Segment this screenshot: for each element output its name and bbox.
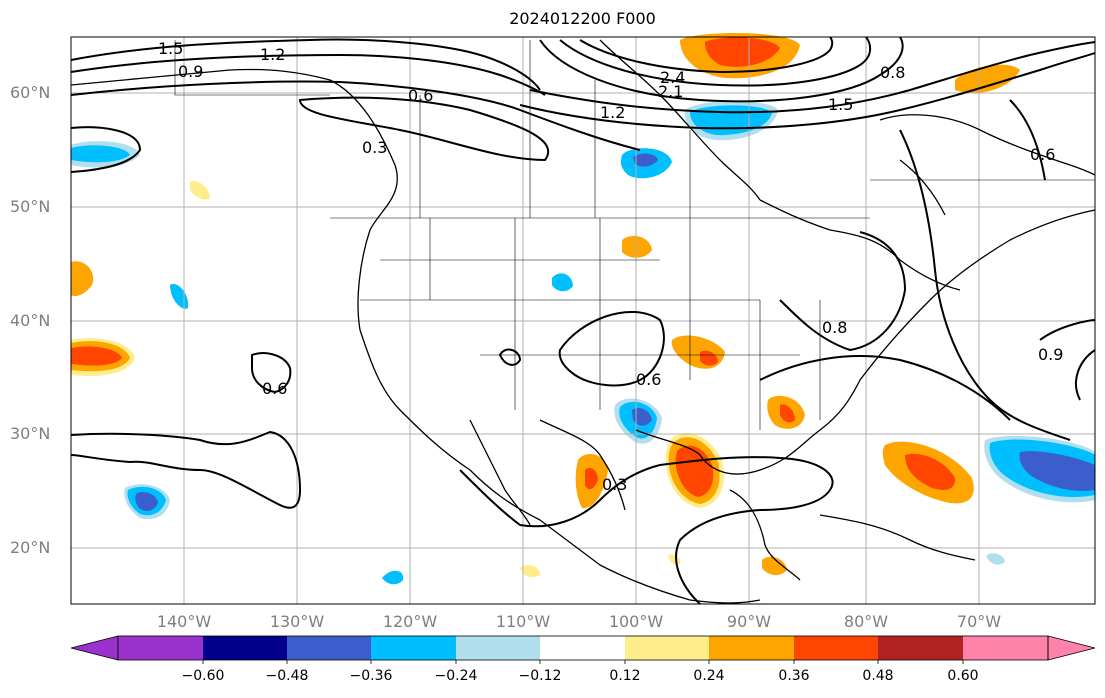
colorbar-tick-label: 0.12 xyxy=(609,668,641,684)
colorbar-tick-label: −0.36 xyxy=(349,668,393,684)
contour-label: 1.5 xyxy=(828,95,853,114)
colorbar-segment xyxy=(625,636,709,660)
colorbar-segment xyxy=(540,636,625,660)
lon-label: 110°W xyxy=(495,612,551,631)
contour-label: 1.5 xyxy=(158,39,183,58)
lon-label: 140°W xyxy=(156,612,212,631)
colorbar-segment xyxy=(878,636,963,660)
lat-label: 20°N xyxy=(10,538,51,557)
colorbar-segment xyxy=(203,636,287,660)
colorbar-tick-label: −0.24 xyxy=(434,668,478,684)
colorbar-extend-low xyxy=(70,635,119,661)
lat-label: 30°N xyxy=(10,424,51,443)
colorbar-segment xyxy=(287,636,371,660)
colorbar-tick-label: −0.12 xyxy=(518,668,562,684)
colorbar-tick-label: −0.60 xyxy=(181,668,225,684)
map-frame xyxy=(70,36,1096,605)
colorbar-segment xyxy=(794,636,878,660)
colorbar-outline xyxy=(117,635,1049,661)
lat-label: 50°N xyxy=(10,197,51,216)
contour-label: 0.6 xyxy=(636,370,661,389)
colorbar-tick-label: 0.60 xyxy=(947,668,979,684)
contour-label: 1.2 xyxy=(600,103,625,122)
contour-label: 0.8 xyxy=(822,318,847,337)
contour-label: 0.3 xyxy=(602,475,627,494)
state-borders xyxy=(174,40,1095,430)
colorbar-tick-label: 0.36 xyxy=(778,668,810,684)
lon-label: 130°W xyxy=(269,612,325,631)
lat-label: 60°N xyxy=(10,83,51,102)
colorbar-tick-label: 0.24 xyxy=(693,668,725,684)
lon-label: 120°W xyxy=(382,612,438,631)
contour-label: 0.6 xyxy=(262,379,287,398)
contour-label: 2.4 xyxy=(660,68,685,87)
contour-label: 0.9 xyxy=(178,62,203,81)
contour-label: 0.9 xyxy=(1038,345,1063,364)
contour-labels: 1.5 1.2 0.9 0.6 0.3 2.4 2.1 1.2 1.5 0.8 … xyxy=(158,39,1063,494)
map-title: 2024012200 F000 xyxy=(509,9,656,28)
contours xyxy=(70,36,1096,605)
contour-label: 0.8 xyxy=(880,63,905,82)
colorbar-segment xyxy=(456,636,540,660)
colorbar-segment xyxy=(709,636,794,660)
colorbar-tick-label: 0.48 xyxy=(862,668,894,684)
contour-label: 0.6 xyxy=(1030,145,1055,164)
contour-label: 1.2 xyxy=(260,45,285,64)
colorbar-segment xyxy=(118,636,203,660)
coastlines xyxy=(70,39,1096,604)
contour-label: 0.3 xyxy=(362,138,387,157)
colorbar-segment xyxy=(371,636,456,660)
lon-label: 80°W xyxy=(843,612,889,631)
colorbar-tick-label: −0.48 xyxy=(265,668,309,684)
lon-label: 90°W xyxy=(726,612,772,631)
lat-label: 40°N xyxy=(10,311,51,330)
contour-label: 0.6 xyxy=(408,86,433,105)
colorbar-extend-high xyxy=(1047,635,1096,661)
colorbar xyxy=(70,635,1096,664)
lon-label: 100°W xyxy=(608,612,664,631)
graticule xyxy=(71,37,1095,604)
colorbar-segment xyxy=(963,636,1048,660)
lon-label: 70°W xyxy=(956,612,1002,631)
contour-label: 2.1 xyxy=(658,82,683,101)
